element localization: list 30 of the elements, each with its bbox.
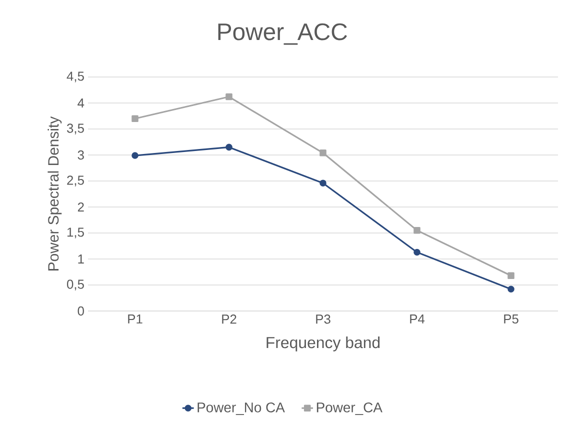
x-axis-title: Frequency band [266,336,380,352]
point [414,227,420,234]
x-tick-label: P2 [222,314,236,324]
point [508,286,514,293]
point [132,152,138,159]
x-tick-label: P1 [128,314,142,324]
y-tick-label: 0,5 [66,280,84,290]
y-axis-title: Power Spectral Density [48,116,62,270]
y-tick-label: 4 [78,98,84,108]
x-tick-label: P4 [410,314,425,324]
point [320,150,326,156]
y-tick-label: 2 [78,202,84,212]
y-tick-label: 2,5 [67,176,84,186]
y-tick-label: 1 [78,254,84,264]
chart-title: Power_ACC [218,23,347,45]
x-tick-label: P5 [504,314,518,324]
point [414,248,420,256]
y-tick-label: 4,5 [66,72,84,82]
point [508,272,514,280]
point [132,115,138,122]
x-tick-label: P3 [316,314,330,324]
point [226,93,232,100]
point [320,180,326,186]
point [226,144,232,151]
y-tick-label: 3,5 [66,124,84,134]
legend-label: Power_No CA [198,402,285,415]
y-tick-label: 1,5 [67,228,84,238]
y-tick-label: 3 [78,150,84,160]
y-tick-label: 0 [78,306,84,316]
legend-label: Power_CA [316,402,382,415]
